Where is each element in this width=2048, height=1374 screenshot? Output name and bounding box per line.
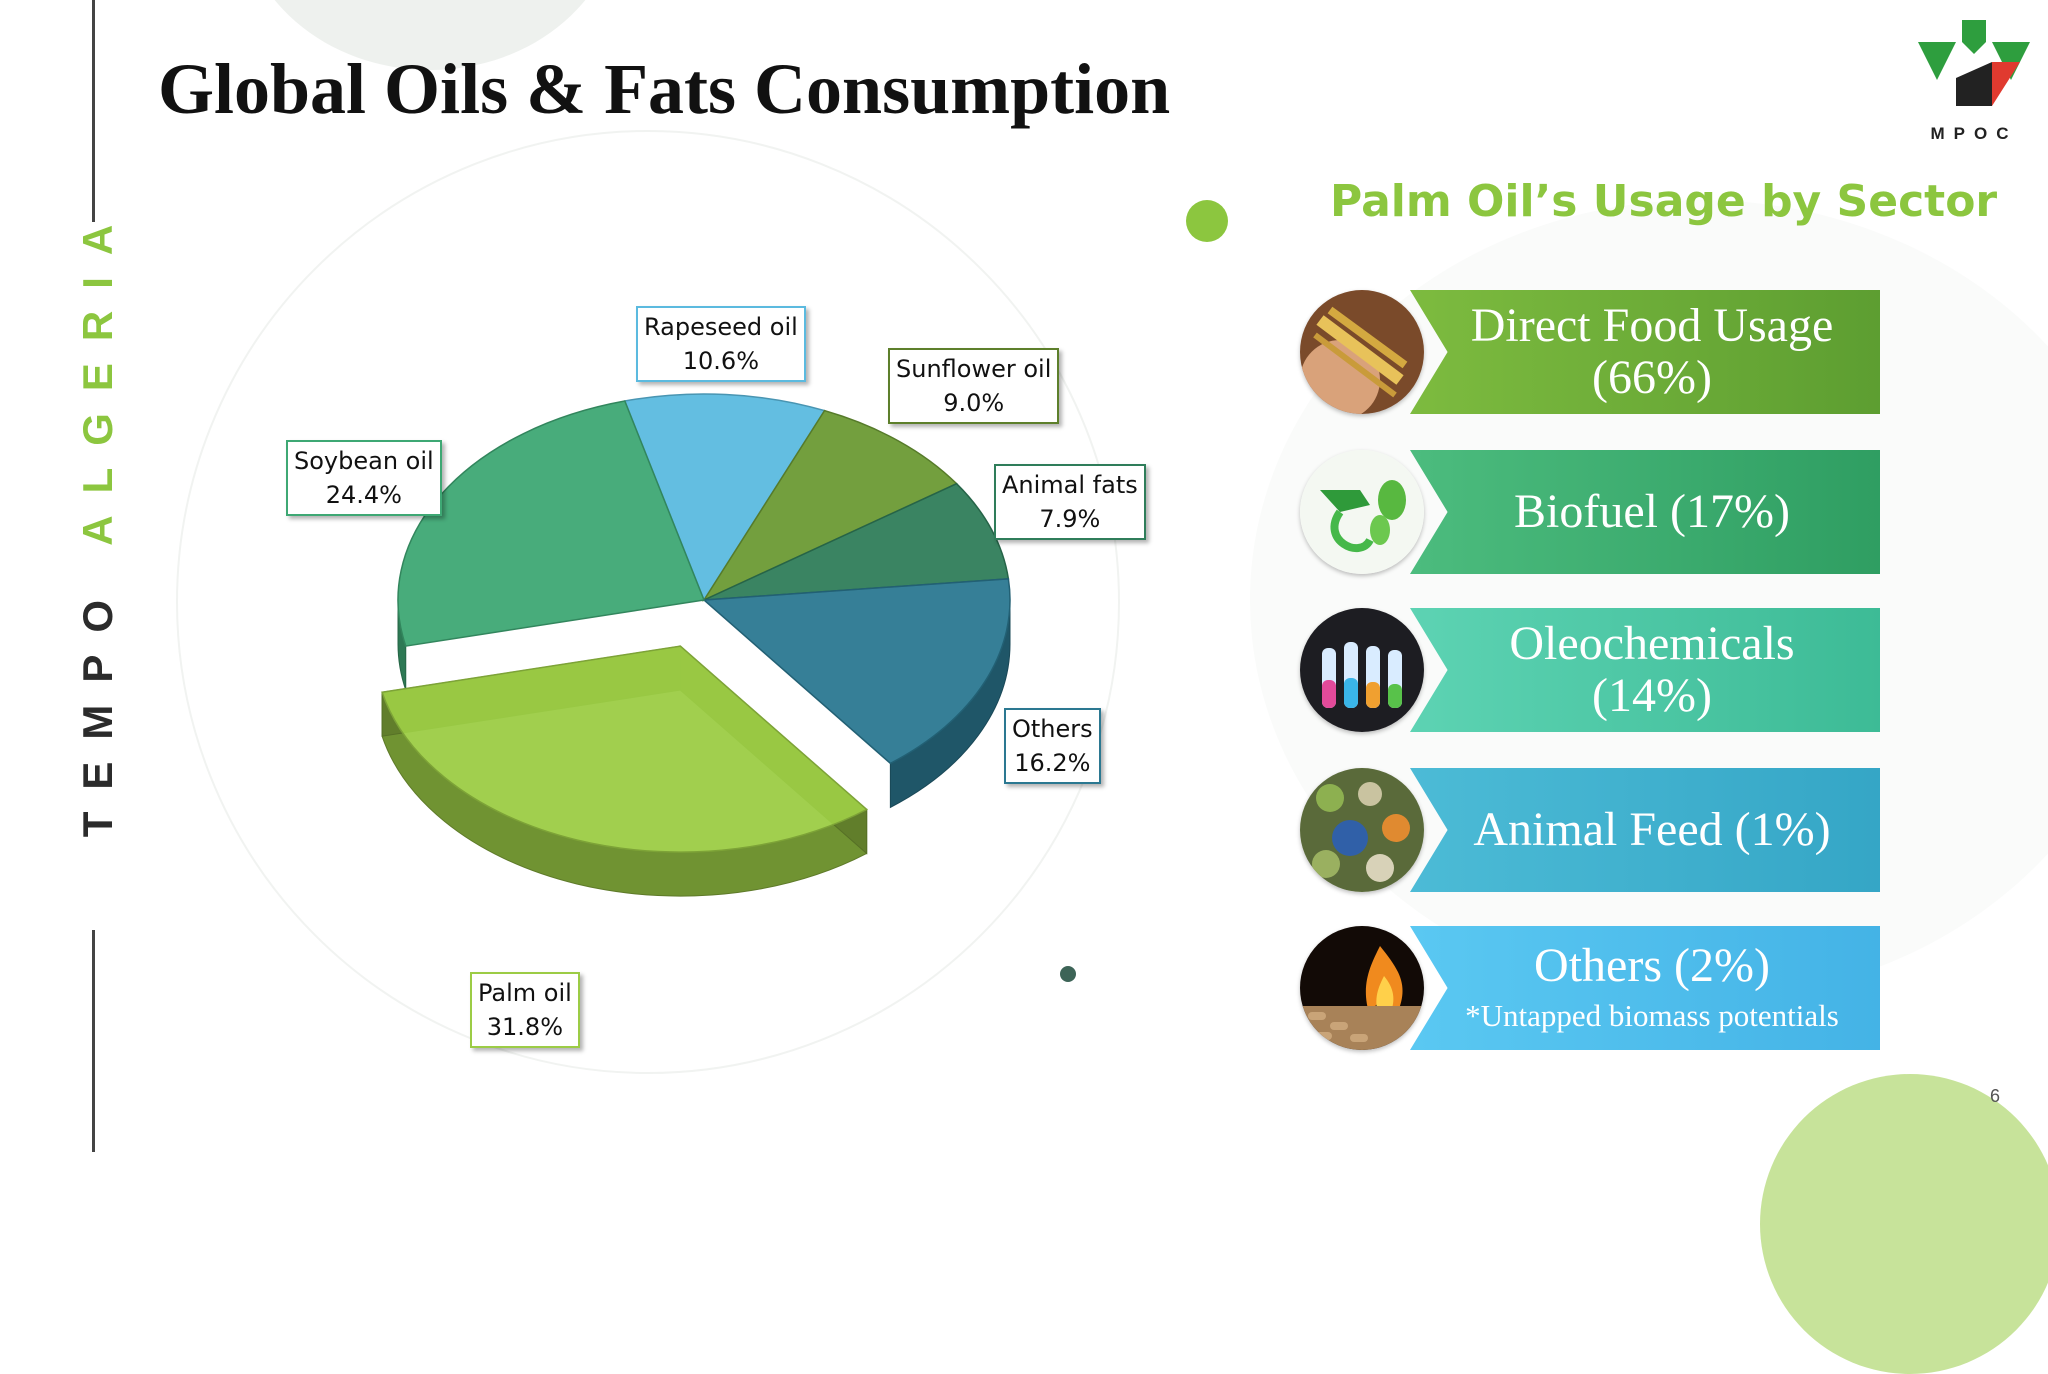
pie-slice-sunflower-oil [701,409,958,602]
label-soybean-oil-value: 24.4% [325,481,402,509]
sector-text-animal-feed: Animal Feed (1%) [1432,768,1872,892]
page-number: 6 [1990,1086,2001,1106]
sector-label-biofuel: Biofuel (17%) [1514,485,1790,538]
grain-in-hand-icon [1300,290,1424,414]
decor-dot-dark [1060,966,1076,982]
sector-row-direct-food: Direct Food Usage (66%) [1300,290,1880,414]
decor-circle-chart-ring [176,130,1120,1074]
sector-row-animal-feed: Animal Feed (1%) [1300,768,1880,892]
label-rapeseed-oil-name: Rapeseed oil [644,313,798,341]
sector-bar-oleochemicals [1410,608,1880,732]
sector-bar-animal-feed [1410,768,1880,892]
pie-slice-rapeseed-oil [623,393,826,602]
label-sunflower-oil: Sunflower oil 9.0% [888,348,1060,424]
label-animal-fats: Animal fats 7.9% [994,464,1146,540]
feed-mix-icon [1300,768,1424,892]
left-rule-bottom [92,930,95,1152]
sector-note-others: *Untapped biomass potentials [1465,998,1839,1033]
label-others-value: 16.2% [1014,749,1091,777]
sector-row-biofuel: Biofuel (17%) [1300,450,1880,574]
pie-slice-others [702,578,1011,765]
test-tubes-icon [1300,608,1424,732]
sector-text-direct-food: Direct Food Usage (66%) [1432,290,1872,414]
label-palm-oil-name: Palm oil [478,979,572,1007]
biomass-pellets-fire-icon [1300,926,1424,1050]
label-sunflower-oil-value: 9.0% [943,389,1005,417]
label-soybean-oil: Soybean oil 24.4% [286,440,442,516]
sector-label-others: Others (2%) [1534,939,1770,992]
pie-slice-animal-fats [703,482,1010,601]
left-rule-top [92,0,95,222]
logo-text: MPOC [1930,124,2018,143]
label-others: Others 16.2% [1004,708,1101,784]
sector-bar-others [1410,926,1880,1050]
label-animal-fats-value: 7.9% [1039,505,1101,533]
label-palm-oil: Palm oil 31.8% [470,972,580,1048]
sector-text-oleochemicals: Oleochemicals (14%) [1432,608,1872,732]
sector-bar-biofuel [1410,450,1880,574]
label-animal-fats-name: Animal fats [1002,471,1138,499]
label-rapeseed-oil-value: 10.6% [682,347,760,375]
sector-percent-oleochemicals: (14%) [1592,669,1712,722]
label-palm-oil-value: 31.8% [486,1013,564,1041]
sector-label-direct-food: Direct Food Usage [1470,299,1834,352]
sector-bar-direct-food [1410,290,1880,414]
sector-label-animal-feed: Animal Feed (1%) [1473,803,1831,856]
sector-text-others: Others (2%) *Untapped biomass potentials [1432,926,1872,1050]
fuel-nozzle-leaf-icon [1300,450,1424,574]
sector-row-oleochemicals: Oleochemicals (14%) [1300,608,1880,732]
pie-slice-soybean-oil [397,400,706,647]
label-soybean-oil-name: Soybean oil [294,447,434,475]
mpoc-logo [1918,20,2030,106]
sector-row-others: Others (2%) *Untapped biomass potentials [1300,926,1880,1050]
page-title: Global Oils & Fats Consumption [158,49,1171,129]
label-others-name: Others [1012,715,1093,743]
pie-slice-palm-oil [381,645,869,853]
sector-label-oleochemicals: Oleochemicals [1509,617,1795,670]
decor-dot-green [1186,200,1228,242]
sector-usage-title: Palm Oil’s Usage by Sector [1330,176,1998,227]
label-sunflower-oil-name: Sunflower oil [896,355,1052,383]
label-rapeseed-oil: Rapeseed oil 10.6% [636,306,806,382]
sector-percent-direct-food: (66%) [1592,351,1712,404]
pie-chart [381,393,1011,897]
sector-text-biofuel: Biofuel (17%) [1432,450,1872,574]
